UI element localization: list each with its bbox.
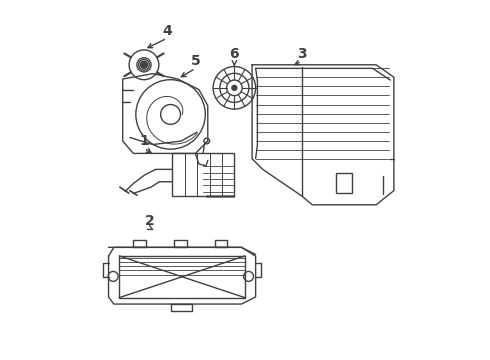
Text: 6: 6 [229, 47, 239, 61]
Text: 4: 4 [162, 24, 172, 38]
Circle shape [142, 62, 147, 67]
Text: 2: 2 [145, 214, 154, 228]
Bar [119, 256, 245, 298]
Bar [172, 153, 234, 196]
Circle shape [232, 85, 237, 90]
Text: 5: 5 [191, 54, 200, 68]
Text: 3: 3 [297, 47, 307, 61]
Bar [336, 173, 352, 193]
Text: 1: 1 [139, 134, 149, 148]
